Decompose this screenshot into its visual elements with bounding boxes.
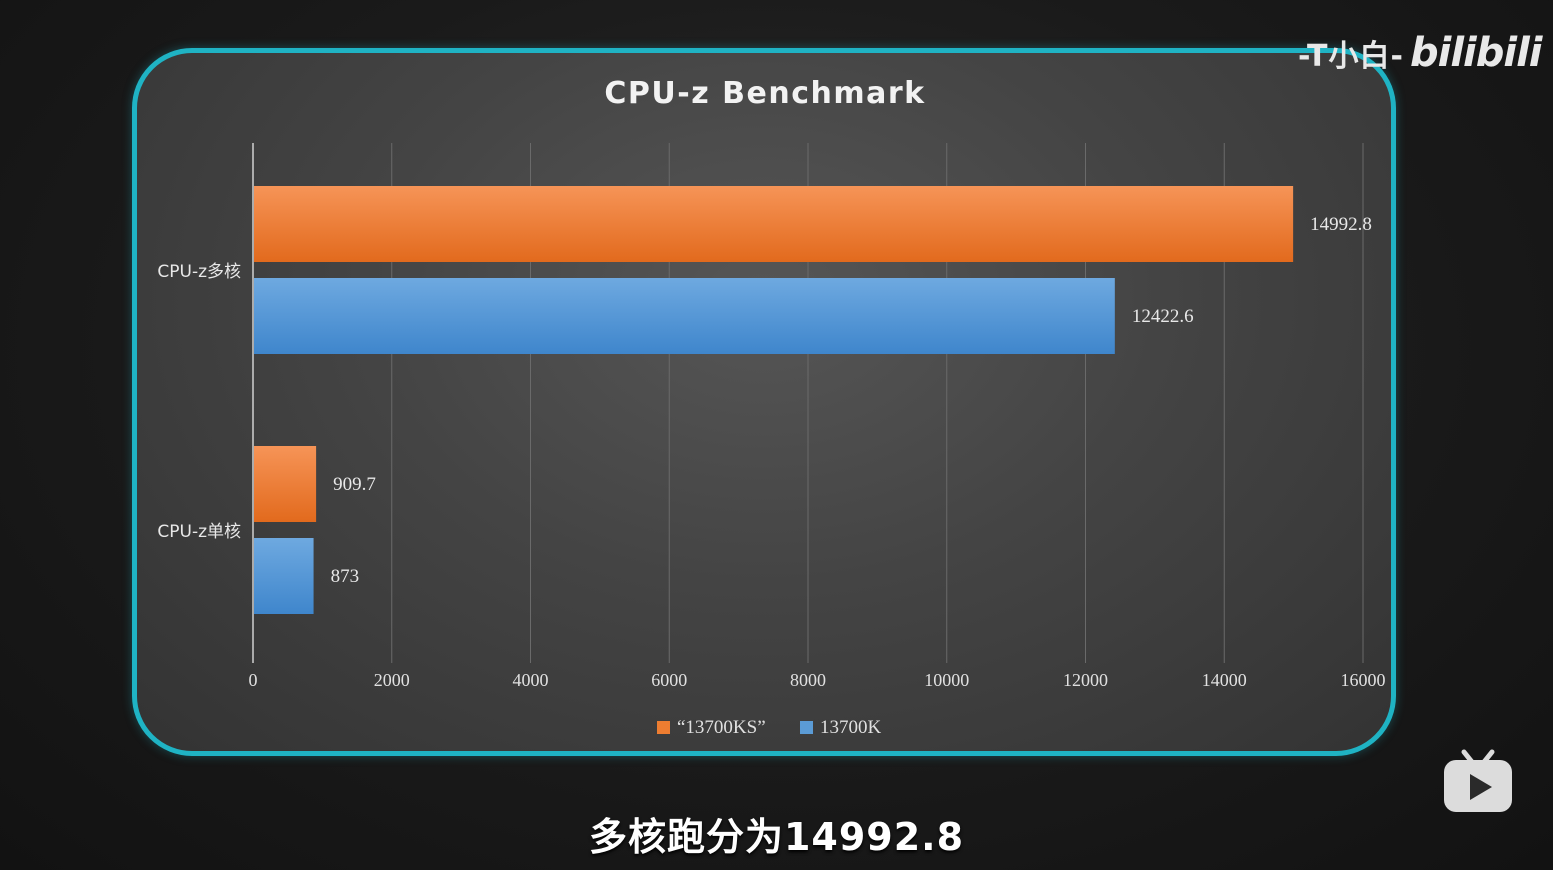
video-subtitle: 多核跑分为14992.8 [588, 815, 965, 859]
x-tick-label: 14000 [1202, 670, 1247, 690]
bar-13700k [254, 278, 1115, 354]
data-label: 909.7 [333, 474, 376, 495]
bilibili-tv-icon [1444, 749, 1512, 812]
legend-swatch [800, 721, 813, 734]
watermark-author: -T小白- [1298, 39, 1404, 74]
legend: “13700KS” 13700K [657, 717, 882, 738]
data-labels: 14992.8 12422.6 909.7 873 [331, 214, 1372, 587]
data-label: 14992.8 [1310, 214, 1372, 235]
category-label: CPU-z多核 [157, 262, 241, 282]
x-tick-label: 2000 [374, 670, 410, 690]
x-tick-label: 16000 [1341, 670, 1386, 690]
x-tick-label: 12000 [1063, 670, 1108, 690]
x-tick-label: 6000 [651, 670, 687, 690]
x-tick-label: 10000 [924, 670, 969, 690]
bar-chart: CPU-z Benchmark 0 2000 4000 6000 8000 10000 12… [157, 76, 1386, 738]
chart-title: CPU-z Benchmark [604, 76, 925, 111]
bar-13700ks [254, 446, 317, 522]
bars [254, 186, 1294, 614]
legend-label: “13700KS” [677, 717, 766, 738]
watermark: -T小白-bilibili [1298, 30, 1542, 76]
x-tick-label: 8000 [790, 670, 826, 690]
bar-13700ks [254, 186, 1294, 262]
category-label: CPU-z单核 [157, 522, 241, 542]
x-tick-label: 4000 [513, 670, 549, 690]
chart-frame: CPU-z Benchmark 0 2000 4000 6000 8000 10000 12… [132, 48, 1396, 756]
bilibili-logo-text: bilibili [1409, 30, 1543, 76]
bar-13700k [254, 538, 314, 614]
data-label: 12422.6 [1132, 306, 1194, 327]
data-label: 873 [331, 566, 360, 587]
legend-swatch [657, 721, 670, 734]
axis: 0 2000 4000 6000 8000 10000 12000 14000 16000 CPU… [157, 143, 1386, 690]
legend-label: 13700K [820, 717, 882, 738]
x-tick-label: 0 [249, 670, 258, 690]
